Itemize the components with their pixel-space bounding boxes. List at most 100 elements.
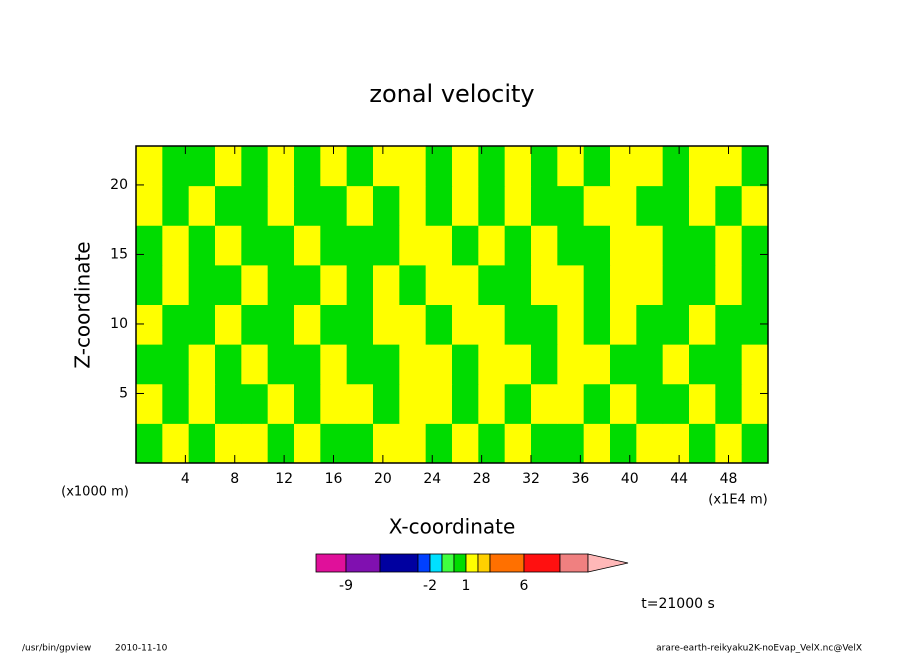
field-cell — [662, 423, 690, 464]
colorbar-box — [315, 553, 347, 573]
field-cell — [583, 344, 611, 385]
x-tick-label: 20 — [374, 471, 392, 487]
field-cell — [136, 304, 163, 345]
field-cell — [162, 185, 190, 226]
field-cell — [241, 225, 269, 266]
field-cell — [689, 344, 716, 385]
field-cell — [583, 383, 611, 424]
colorbar-tick-label: -9 — [339, 578, 353, 594]
field-cell — [346, 383, 374, 424]
field-cell — [504, 423, 532, 464]
field-cell — [162, 344, 190, 385]
field-cell — [741, 225, 769, 266]
field-cell — [241, 185, 269, 226]
field-cell — [241, 344, 269, 385]
field-cell — [504, 185, 532, 226]
field-cell — [715, 383, 743, 424]
field-cell — [689, 264, 716, 305]
field-cell — [689, 423, 716, 464]
field-cell — [425, 146, 453, 187]
field-cell — [689, 185, 716, 226]
field-cell — [662, 225, 690, 266]
field-cell — [215, 383, 242, 424]
field-cell — [557, 423, 585, 464]
x-tick-label: 28 — [473, 471, 491, 487]
field-cell — [478, 423, 506, 464]
colorbar-tick-label: 6 — [520, 578, 529, 594]
field-cell — [399, 185, 427, 226]
field-cell — [662, 344, 690, 385]
colorbar-box — [429, 553, 443, 573]
field-cell — [267, 146, 295, 187]
field-cell — [557, 185, 585, 226]
field-cell — [425, 185, 453, 226]
colorbar-box — [453, 553, 467, 573]
field-cell — [346, 225, 374, 266]
field-cell — [425, 423, 453, 464]
field-cell — [294, 264, 321, 305]
colorbar-box — [345, 553, 381, 573]
field-cell — [583, 264, 611, 305]
field-cell — [425, 264, 453, 305]
field-cell — [662, 264, 690, 305]
field-cell — [610, 423, 637, 464]
field-cell — [689, 146, 716, 187]
x-unit: (x1000 m) — [61, 485, 129, 500]
field-cell — [320, 344, 348, 385]
field-cell — [531, 423, 558, 464]
field-cell — [346, 423, 374, 464]
field-cell — [294, 423, 321, 464]
field-cell — [662, 146, 690, 187]
field-cell — [373, 423, 400, 464]
field-cell — [478, 225, 506, 266]
field-cell — [583, 146, 611, 187]
field-cell — [662, 185, 690, 226]
field-cell — [557, 225, 585, 266]
field-cell — [267, 225, 295, 266]
x-tick-label: 24 — [423, 471, 441, 487]
field-cell — [636, 344, 664, 385]
field-cell — [636, 185, 664, 226]
x-tick-label: 12 — [275, 471, 293, 487]
field-cell — [531, 344, 558, 385]
field-cell — [162, 423, 190, 464]
field-cell — [267, 264, 295, 305]
field-cell — [715, 344, 743, 385]
field-cell — [188, 423, 216, 464]
field-cell — [452, 264, 479, 305]
colorbar-box — [417, 553, 431, 573]
x-tick-label: 36 — [571, 471, 589, 487]
field-cell — [188, 264, 216, 305]
field-cell — [136, 383, 163, 424]
y-tick-label: 15 — [110, 246, 128, 262]
field-cell — [557, 146, 585, 187]
field-cell — [741, 383, 769, 424]
field-cell — [294, 304, 321, 345]
footer-program: /usr/bin/gpview — [22, 644, 91, 654]
field-cell — [689, 304, 716, 345]
x-tick-label: 44 — [670, 471, 688, 487]
x-unit-right: (x1E4 m) — [708, 493, 767, 508]
field-cell — [636, 304, 664, 345]
y-tick-label: 10 — [110, 316, 128, 332]
field-cell — [136, 344, 163, 385]
field-cell — [241, 264, 269, 305]
field-cell — [162, 225, 190, 266]
field-cell — [215, 146, 242, 187]
field-cell — [399, 225, 427, 266]
field-cell — [425, 304, 453, 345]
footer-date: 2010-11-10 — [115, 644, 168, 654]
x-tick-label: 32 — [522, 471, 540, 487]
field-cell — [162, 264, 190, 305]
colorbar-box — [559, 553, 589, 573]
field-cell — [373, 344, 400, 385]
field-cell — [636, 225, 664, 266]
field-cell — [452, 423, 479, 464]
field-cell — [399, 383, 427, 424]
chart-title: zonal velocity — [369, 80, 534, 108]
field-cell — [215, 185, 242, 226]
field-cell — [531, 146, 558, 187]
field-cell — [504, 383, 532, 424]
field-cell — [188, 225, 216, 266]
field-cell — [741, 304, 769, 345]
